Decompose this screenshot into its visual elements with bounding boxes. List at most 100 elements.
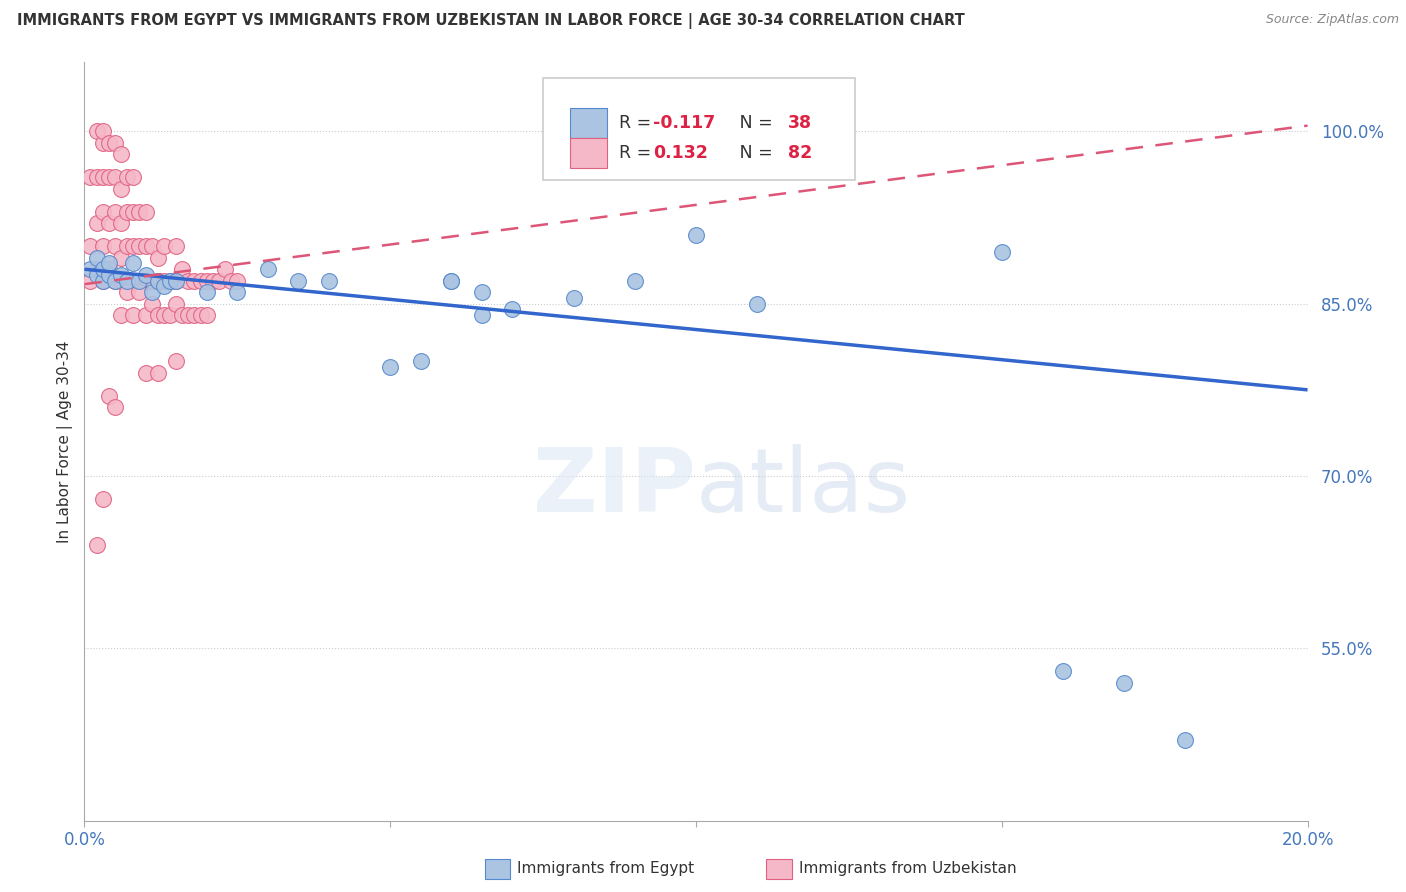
Point (624, 274, 647, 288)
Text: Immigrants from Uzbekistan: Immigrants from Uzbekistan (799, 862, 1017, 876)
Point (128, 285, 150, 300)
Point (165, 274, 187, 288)
Point (195, 274, 218, 288)
Text: R =: R = (619, 113, 657, 132)
Text: R =: R = (619, 145, 657, 162)
Point (91, 204, 114, 219)
Point (991, 244, 1014, 259)
Point (172, 262, 194, 277)
Point (128, 204, 150, 219)
Point (1052, 665, 1074, 679)
Point (110, 268, 132, 282)
Point (110, 251, 132, 265)
Point (97, 262, 120, 277)
Text: 82: 82 (787, 145, 811, 162)
Point (91, 491, 114, 506)
Point (91, 274, 114, 288)
Point (219, 274, 242, 288)
Point (562, 291, 585, 305)
Point (183, 274, 205, 288)
Point (146, 308, 169, 322)
Point (104, 274, 127, 288)
Point (146, 274, 169, 288)
Point (159, 274, 181, 288)
Point (104, 400, 127, 414)
Point (128, 239, 150, 253)
Point (86, 216, 108, 230)
Point (91, 124, 114, 138)
Text: Immigrants from Egypt: Immigrants from Egypt (517, 862, 695, 876)
Y-axis label: In Labor Force | Age 30-34: In Labor Force | Age 30-34 (58, 340, 73, 543)
Text: -0.117: -0.117 (654, 113, 716, 132)
Point (287, 274, 309, 288)
Point (91, 170, 114, 185)
Point (214, 262, 236, 277)
Point (183, 308, 205, 322)
Text: 38: 38 (787, 113, 811, 132)
Point (97, 136, 120, 150)
Point (110, 216, 132, 230)
Point (122, 204, 145, 219)
Point (409, 354, 432, 368)
Point (141, 285, 163, 300)
Point (86, 262, 108, 277)
Point (1114, 675, 1136, 690)
Point (1174, 733, 1197, 747)
Point (165, 354, 187, 368)
Point (122, 308, 145, 322)
Text: N =: N = (723, 145, 778, 162)
FancyBboxPatch shape (569, 138, 606, 169)
Point (79, 274, 101, 288)
Point (115, 239, 138, 253)
FancyBboxPatch shape (569, 108, 606, 138)
Point (226, 285, 249, 300)
Point (86, 251, 108, 265)
Point (86, 538, 108, 552)
Text: Source: ZipAtlas.com: Source: ZipAtlas.com (1265, 13, 1399, 27)
Point (153, 274, 176, 288)
Point (104, 136, 127, 150)
Point (135, 274, 157, 288)
Point (110, 182, 132, 196)
Point (97, 256, 120, 270)
Point (257, 262, 280, 277)
Point (86, 170, 108, 185)
Point (153, 279, 176, 293)
Point (195, 308, 218, 322)
Text: N =: N = (723, 113, 778, 132)
Point (146, 274, 169, 288)
Point (165, 274, 187, 288)
Text: 0.132: 0.132 (654, 145, 709, 162)
Point (91, 239, 114, 253)
Point (104, 239, 127, 253)
Point (226, 274, 249, 288)
Point (97, 268, 120, 282)
Point (440, 274, 463, 288)
FancyBboxPatch shape (543, 78, 855, 180)
Point (165, 296, 187, 310)
Point (104, 204, 127, 219)
Point (115, 285, 138, 300)
Point (141, 274, 163, 288)
Point (79, 170, 101, 185)
Point (135, 366, 157, 380)
Point (159, 308, 181, 322)
Text: ZIP: ZIP (533, 443, 696, 531)
Point (146, 251, 169, 265)
Point (122, 239, 145, 253)
Point (190, 308, 212, 322)
Point (153, 239, 176, 253)
Point (380, 359, 402, 374)
Point (153, 308, 176, 322)
Point (91, 136, 114, 150)
Point (135, 239, 157, 253)
Point (122, 256, 145, 270)
Point (502, 302, 524, 317)
Point (115, 204, 138, 219)
Point (747, 296, 769, 310)
Point (91, 262, 114, 277)
Point (135, 268, 157, 282)
Point (172, 308, 194, 322)
Point (104, 170, 127, 185)
Point (159, 274, 181, 288)
